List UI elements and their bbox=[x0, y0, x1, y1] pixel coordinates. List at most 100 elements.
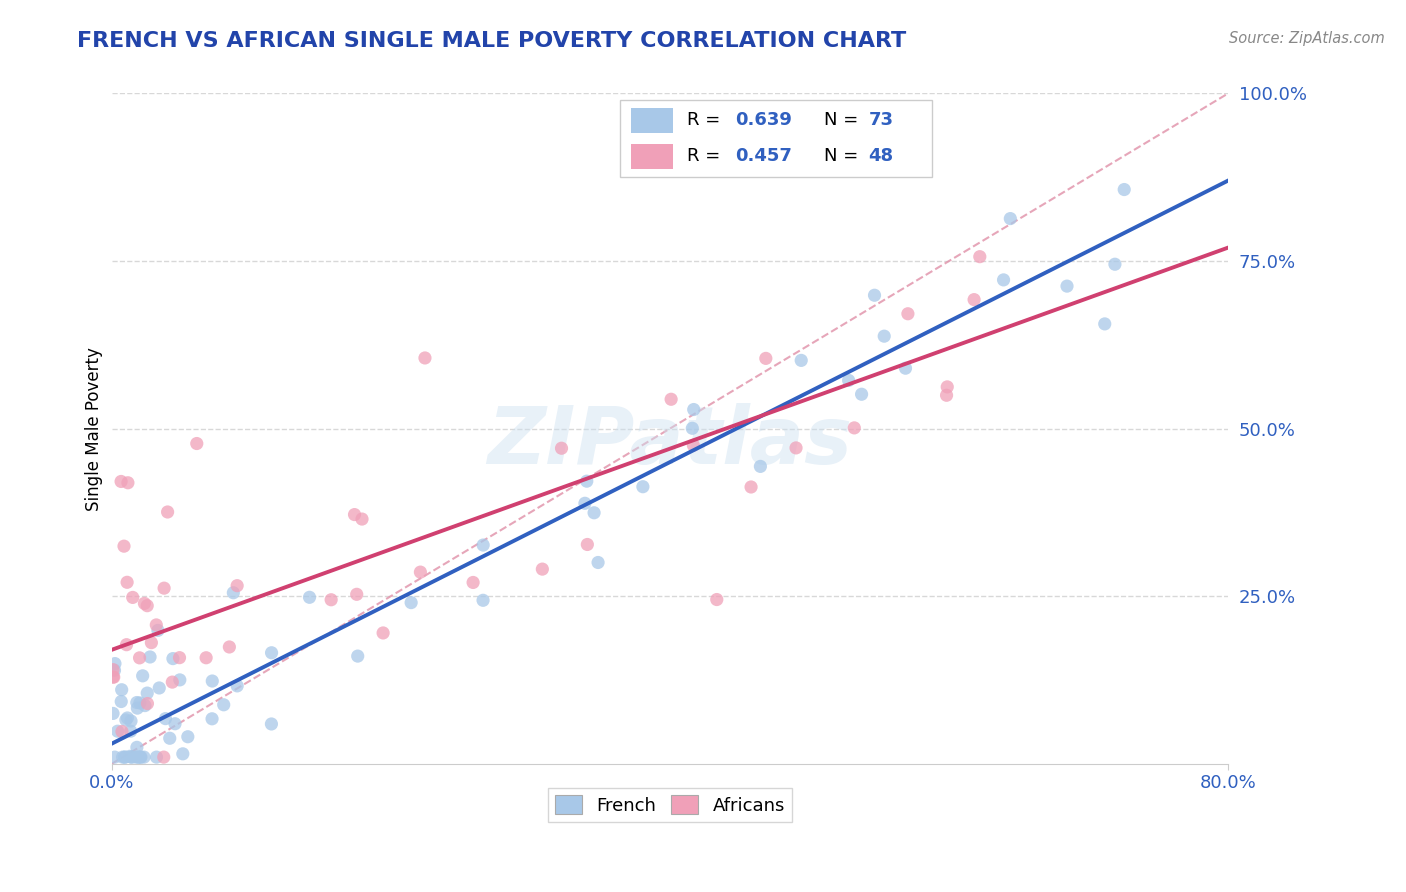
Point bbox=[201, 673, 224, 688]
Point bbox=[472, 538, 495, 552]
Point bbox=[125, 750, 148, 764]
Point bbox=[169, 673, 191, 687]
Point bbox=[159, 731, 181, 746]
Point bbox=[740, 480, 762, 494]
Point bbox=[298, 591, 321, 605]
Point bbox=[186, 436, 208, 450]
Point bbox=[111, 724, 134, 739]
Point bbox=[125, 740, 148, 755]
Text: 0.639: 0.639 bbox=[735, 112, 792, 129]
Point bbox=[863, 288, 886, 302]
Point bbox=[177, 730, 200, 744]
Point bbox=[141, 635, 163, 649]
Point bbox=[218, 640, 240, 654]
Point bbox=[461, 575, 484, 590]
Point bbox=[935, 388, 957, 402]
Point bbox=[128, 696, 150, 710]
Point bbox=[260, 717, 283, 731]
Point bbox=[894, 361, 917, 376]
Point bbox=[114, 750, 136, 764]
Point bbox=[129, 750, 152, 764]
Point bbox=[659, 392, 682, 407]
Point bbox=[127, 701, 149, 715]
Point bbox=[101, 706, 124, 721]
Point bbox=[1094, 317, 1116, 331]
Point bbox=[128, 651, 150, 665]
Text: N =: N = bbox=[824, 146, 858, 165]
Point bbox=[114, 750, 136, 764]
Point bbox=[127, 750, 149, 764]
Point bbox=[115, 575, 138, 590]
Point bbox=[153, 581, 176, 595]
Point bbox=[169, 650, 191, 665]
Point bbox=[118, 749, 141, 764]
Point bbox=[550, 442, 572, 456]
Point bbox=[851, 387, 873, 401]
Point bbox=[134, 698, 156, 713]
Point bbox=[129, 750, 152, 764]
Point bbox=[172, 747, 194, 761]
Text: Source: ZipAtlas.com: Source: ZipAtlas.com bbox=[1229, 31, 1385, 46]
Point bbox=[101, 670, 124, 684]
Point bbox=[576, 537, 599, 551]
Point bbox=[136, 686, 159, 700]
Point bbox=[586, 556, 609, 570]
Point bbox=[146, 624, 169, 638]
Point bbox=[321, 592, 343, 607]
Text: R =: R = bbox=[686, 146, 720, 165]
Point bbox=[104, 657, 127, 671]
Point bbox=[472, 593, 495, 607]
Point bbox=[117, 475, 139, 490]
Point bbox=[132, 750, 155, 764]
Point bbox=[583, 506, 606, 520]
Point bbox=[103, 664, 125, 678]
Point bbox=[936, 380, 959, 394]
Point bbox=[107, 724, 129, 739]
Bar bbox=[631, 108, 673, 133]
Bar bbox=[620, 100, 932, 178]
Bar bbox=[631, 144, 673, 169]
Point bbox=[682, 402, 704, 417]
Point bbox=[682, 438, 704, 452]
Point bbox=[222, 586, 245, 600]
Point bbox=[838, 373, 860, 387]
Point bbox=[152, 750, 174, 764]
Point bbox=[226, 579, 249, 593]
Point bbox=[260, 646, 283, 660]
Point bbox=[346, 587, 368, 601]
Point bbox=[531, 562, 554, 576]
Point bbox=[681, 421, 703, 435]
Y-axis label: Single Male Poverty: Single Male Poverty bbox=[86, 347, 103, 510]
Point bbox=[226, 679, 249, 693]
Point bbox=[110, 694, 132, 708]
Point bbox=[136, 697, 159, 711]
Text: R =: R = bbox=[686, 112, 720, 129]
Point bbox=[371, 626, 394, 640]
Point bbox=[121, 750, 143, 764]
Point bbox=[121, 591, 143, 605]
Point bbox=[785, 441, 807, 455]
Point bbox=[1114, 182, 1136, 196]
Point bbox=[104, 750, 127, 764]
Point bbox=[131, 669, 153, 683]
Legend: French, Africans: French, Africans bbox=[548, 788, 792, 822]
Point bbox=[162, 675, 184, 690]
Point bbox=[409, 565, 432, 579]
Point bbox=[1056, 279, 1078, 293]
Text: ZIPatlas: ZIPatlas bbox=[488, 403, 852, 481]
Point bbox=[103, 670, 125, 684]
Point bbox=[1104, 257, 1126, 271]
Point bbox=[631, 480, 654, 494]
Point bbox=[195, 650, 218, 665]
Point bbox=[844, 421, 866, 435]
Point bbox=[125, 696, 148, 710]
Point bbox=[350, 512, 373, 526]
Text: 0.457: 0.457 bbox=[735, 146, 792, 165]
Point bbox=[399, 596, 422, 610]
Point bbox=[969, 250, 991, 264]
Point bbox=[993, 273, 1015, 287]
Point bbox=[575, 474, 598, 488]
Point bbox=[162, 651, 184, 665]
Point bbox=[790, 353, 813, 368]
Point bbox=[145, 618, 167, 632]
